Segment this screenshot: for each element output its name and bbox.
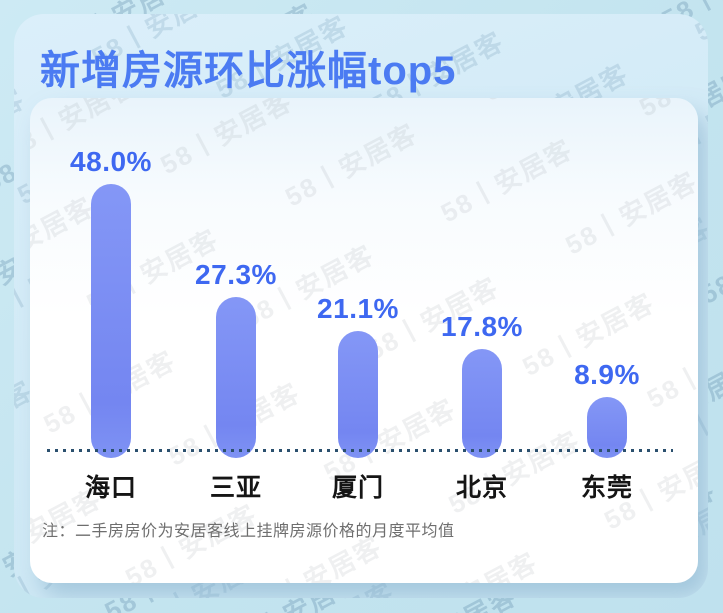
category-label: 三亚: [209, 474, 262, 502]
category-label: 海口: [84, 474, 137, 502]
bar: [587, 397, 627, 458]
bar-value-label: 48.0%: [70, 146, 152, 177]
category-label: 北京: [455, 474, 508, 502]
watermark-text: 58丨安居客: [411, 588, 556, 598]
bar-value-label: 21.1%: [317, 293, 399, 324]
watermark-text: 58丨安居客: [529, 0, 674, 4]
bar-value-label: 27.3%: [195, 259, 277, 290]
bar: [216, 297, 256, 458]
page-title: 新增房源环比涨幅top5: [40, 49, 457, 93]
bar: [91, 184, 131, 458]
category-label: 厦门: [331, 474, 384, 502]
panel: 58丨安居客58丨安居客58丨安居客58丨安居客58丨安居客58丨安居客58丨安…: [14, 14, 708, 598]
baseline-dotted-line: [47, 449, 673, 452]
watermark-text: 58丨安居客: [14, 83, 30, 178]
category-label: 东莞: [580, 474, 633, 502]
bar-value-label: 8.9%: [574, 359, 640, 390]
footnote: 注：二手房房价为安居客线上挂牌房源价格的月度平均值: [42, 523, 455, 540]
watermark-text: 58丨安居客: [563, 14, 708, 16]
bar: [462, 349, 502, 458]
bar: [338, 331, 378, 458]
watermark-text: 58丨安居客: [0, 362, 4, 458]
bar-value-label: 17.8%: [441, 311, 523, 342]
watermark-text: 58丨安居客: [687, 14, 708, 49]
chart-card: 58丨安居客 58丨安居客 58丨安居客 58丨安居客 58丨安居客 58丨安居客 58丨安…: [30, 98, 698, 583]
chart-area: 48.0% 海口 27.3% 三亚 21.1% 厦门 17.8% 北京 8.9% 东莞: [30, 98, 698, 583]
